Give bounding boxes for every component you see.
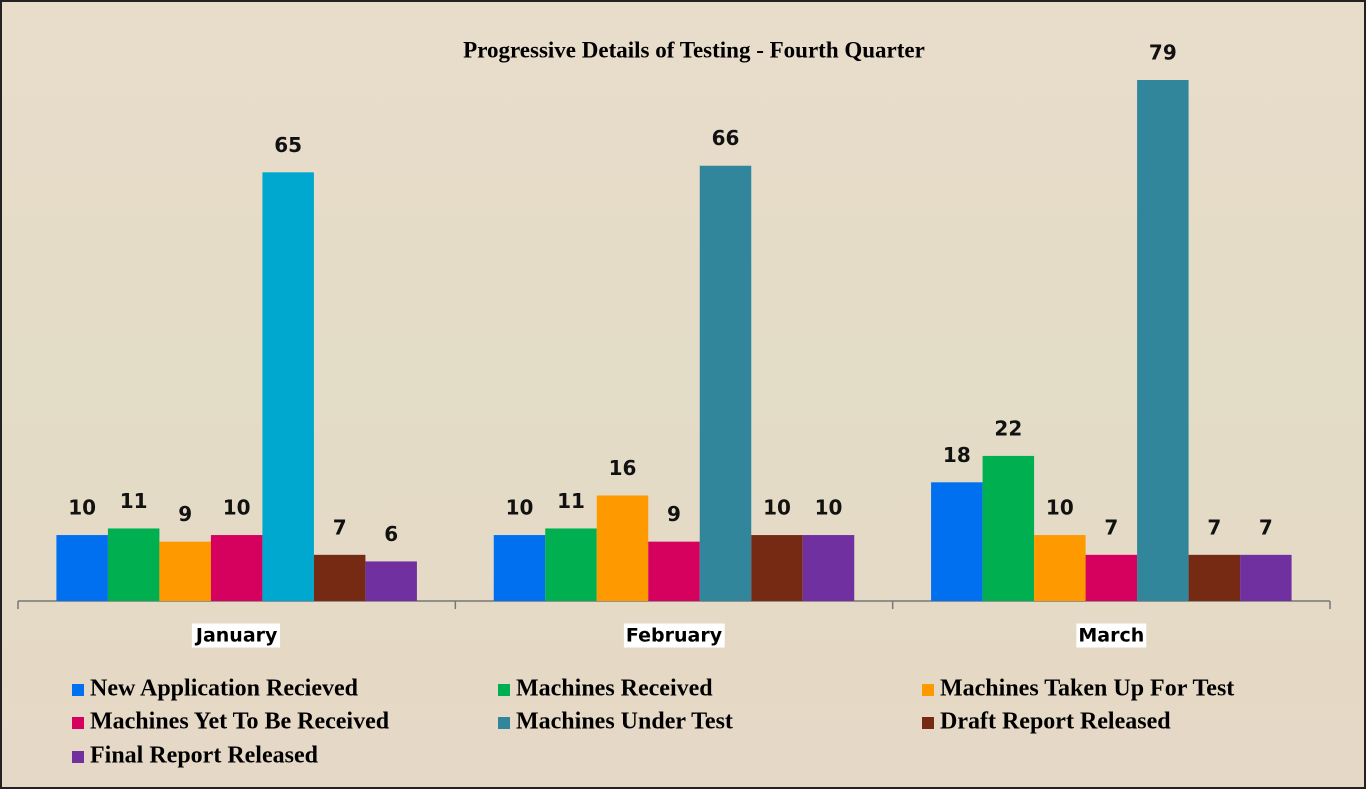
legend-swatch: [922, 684, 934, 696]
bar: [365, 561, 417, 601]
bar: [751, 535, 803, 601]
bar: [1137, 80, 1189, 601]
bar: [982, 455, 1035, 601]
x-tick-label: February: [626, 625, 723, 647]
bar: [493, 535, 546, 601]
legend-swatch: [72, 684, 84, 696]
bar: [802, 535, 855, 601]
bar: [931, 482, 983, 601]
data-label: 7: [1104, 515, 1118, 539]
legend-swatch: [72, 717, 84, 729]
data-label: 65: [274, 133, 302, 157]
data-label: 10: [1046, 496, 1074, 520]
chart-title: Progressive Details of Testing - Fourth …: [463, 37, 925, 62]
data-label: 7: [333, 515, 347, 539]
data-label: 9: [178, 502, 192, 526]
bar: [210, 535, 263, 601]
legend-swatch: [922, 717, 934, 729]
bar: [1034, 535, 1086, 601]
x-tick-label-bg: [1076, 623, 1147, 648]
bar: [1240, 554, 1292, 601]
legend-swatch: [498, 717, 510, 729]
data-label: 6: [384, 522, 398, 546]
data-label: 11: [557, 489, 585, 513]
legend-label: Draft Report Released: [940, 709, 1171, 735]
data-label: 10: [223, 496, 251, 520]
bar: [313, 554, 366, 601]
data-label: 66: [712, 126, 740, 150]
bar: [56, 535, 108, 601]
data-label: 10: [763, 496, 791, 520]
x-tick-label-bg: [191, 623, 281, 648]
bar: [648, 541, 700, 601]
data-label: 16: [609, 456, 637, 480]
legend-label: Machines Received: [516, 676, 713, 702]
bar: [545, 528, 597, 601]
data-label: 18: [943, 443, 971, 467]
bar: [159, 541, 211, 601]
data-label: 22: [994, 416, 1022, 440]
legend-label: Machines Taken Up For Test: [940, 676, 1234, 702]
data-label: 7: [1207, 515, 1221, 539]
data-label: 10: [68, 496, 96, 520]
legend-label: Machines Under Test: [516, 709, 733, 735]
bar: [107, 528, 160, 601]
legend-label: New Application Recieved: [90, 676, 359, 702]
data-label: 79: [1149, 41, 1177, 65]
bar: [1085, 554, 1138, 601]
bar: [262, 172, 314, 602]
data-label: 10: [815, 496, 843, 520]
data-label: 10: [506, 496, 534, 520]
x-tick-label-bg: [623, 623, 725, 648]
data-label: 7: [1259, 515, 1273, 539]
legend-label: Final Report Released: [90, 743, 319, 769]
x-tick-label: January: [194, 625, 278, 647]
data-label: 11: [120, 489, 148, 513]
bar: [596, 495, 649, 601]
data-label: 9: [667, 502, 681, 526]
bar: [1188, 554, 1241, 601]
legend-label: Machines Yet To Be Received: [90, 709, 390, 735]
legend-swatch: [72, 751, 84, 763]
legend-swatch: [498, 684, 510, 696]
bar: [699, 165, 752, 601]
x-tick-label: March: [1078, 625, 1144, 647]
